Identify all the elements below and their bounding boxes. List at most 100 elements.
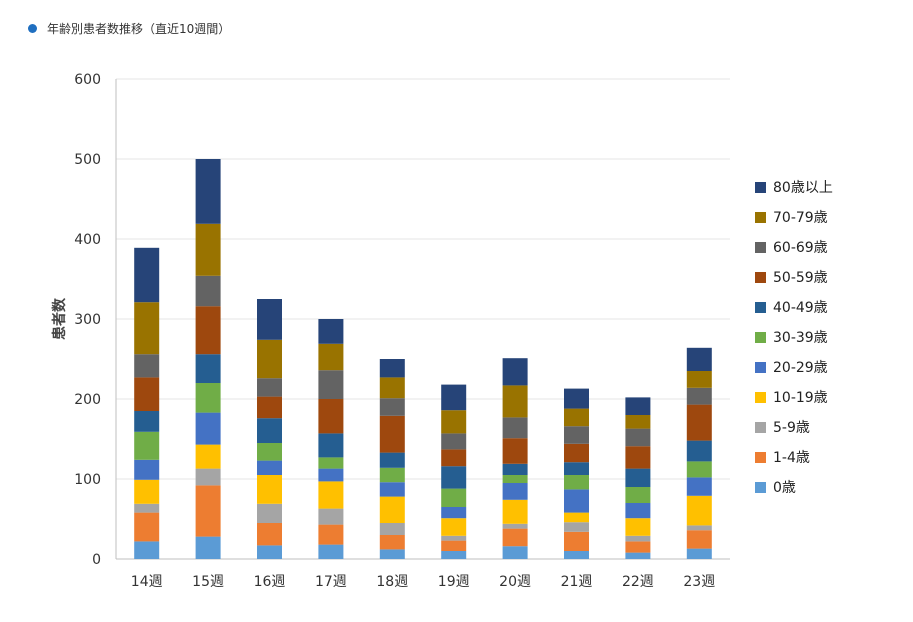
legend-swatch bbox=[755, 241, 766, 253]
bar-segment bbox=[502, 528, 528, 547]
bar-segment bbox=[379, 415, 405, 453]
bar-segment bbox=[564, 475, 589, 490]
bar-segment bbox=[686, 525, 712, 531]
x-tick-label: 17週 bbox=[315, 574, 347, 590]
y-tick-label: 200 bbox=[74, 392, 101, 408]
bar-segment bbox=[257, 443, 282, 461]
bar-segment bbox=[441, 518, 467, 536]
legend-label: 30-39歳 bbox=[773, 330, 828, 346]
bar-segment bbox=[195, 306, 221, 355]
bar-segment bbox=[625, 541, 651, 553]
y-tick-label: 500 bbox=[74, 152, 101, 168]
legend-label: 50-59歳 bbox=[773, 270, 828, 286]
bar-segment bbox=[625, 552, 651, 559]
bar-segment bbox=[318, 544, 344, 559]
bar-segment bbox=[441, 466, 467, 489]
bar-segment bbox=[502, 523, 528, 529]
x-tick-label: 21週 bbox=[561, 574, 593, 590]
legend-swatch bbox=[755, 181, 766, 193]
bar-segment bbox=[379, 359, 405, 378]
legend-swatch bbox=[755, 421, 766, 433]
x-tick-label: 20週 bbox=[499, 574, 531, 590]
bar-segment bbox=[686, 548, 712, 559]
bar-segment bbox=[564, 408, 589, 427]
legend-item: 80歳以上 bbox=[755, 172, 833, 202]
bar-segment bbox=[257, 475, 282, 504]
bar-segment bbox=[564, 388, 589, 409]
bar-segment bbox=[564, 522, 589, 532]
bar-segment bbox=[502, 463, 528, 475]
bar-segment bbox=[441, 507, 467, 519]
y-tick-label: 100 bbox=[74, 472, 101, 488]
bar-segment bbox=[441, 449, 467, 467]
bar-segment bbox=[564, 489, 589, 513]
bar-segment bbox=[257, 523, 282, 546]
bar-segment bbox=[502, 483, 528, 500]
y-axis-label: 患者数 bbox=[51, 297, 68, 340]
bar-segment bbox=[134, 354, 160, 378]
bar-segment bbox=[318, 370, 344, 399]
legend-label: 40-49歳 bbox=[773, 300, 828, 316]
bar-segment bbox=[686, 371, 712, 388]
bar-segment bbox=[502, 417, 528, 439]
bar-segment bbox=[318, 433, 344, 458]
bar-segment bbox=[502, 385, 528, 418]
y-tick-label: 0 bbox=[92, 552, 101, 568]
bar-segment bbox=[686, 461, 712, 478]
legend-swatch bbox=[755, 391, 766, 403]
chart-title: 年齢別患者数推移（直近10週間） bbox=[47, 22, 231, 36]
legend-label: 0歳 bbox=[773, 480, 796, 496]
bar-segment bbox=[257, 545, 282, 559]
bar-segment bbox=[379, 496, 405, 523]
bar-segment bbox=[134, 503, 160, 513]
bar-segment bbox=[686, 495, 712, 526]
bar-segment bbox=[195, 444, 221, 469]
bar-segment bbox=[195, 275, 221, 307]
bar-segment bbox=[625, 487, 651, 503]
bar-segment bbox=[195, 536, 221, 559]
bar-segment bbox=[625, 428, 651, 447]
bar-segment bbox=[379, 549, 405, 559]
bar-segment bbox=[441, 535, 467, 541]
legend-label: 5-9歳 bbox=[773, 420, 810, 436]
bar-segment bbox=[379, 523, 405, 535]
bar-segment bbox=[379, 398, 405, 416]
bar-segment bbox=[195, 223, 221, 276]
legend-item: 60-69歳 bbox=[755, 232, 833, 262]
legend-label: 70-79歳 bbox=[773, 210, 828, 226]
bar-segment bbox=[379, 467, 405, 483]
title-bullet-icon bbox=[28, 24, 37, 33]
x-tick-label: 22週 bbox=[622, 574, 654, 590]
bar-segment bbox=[564, 531, 589, 551]
bar-segment bbox=[318, 468, 344, 482]
bar-segment bbox=[134, 411, 160, 432]
x-tick-label: 18週 bbox=[376, 574, 408, 590]
legend-item: 1-4歳 bbox=[755, 442, 833, 472]
legend-swatch bbox=[755, 271, 766, 283]
bar-segment bbox=[318, 457, 344, 469]
bar-segment bbox=[134, 377, 160, 411]
bar-segment bbox=[625, 535, 651, 542]
bar-segment bbox=[625, 446, 651, 469]
bar-segment bbox=[564, 462, 589, 475]
bar-segment bbox=[502, 358, 528, 386]
bar-segment bbox=[318, 319, 344, 344]
bar-segment bbox=[195, 383, 221, 413]
bar-segment bbox=[195, 412, 221, 445]
bar-segment bbox=[134, 247, 160, 303]
bar-segment bbox=[502, 546, 528, 559]
legend-label: 60-69歳 bbox=[773, 240, 828, 256]
legend-swatch bbox=[755, 301, 766, 313]
bar-segment bbox=[379, 377, 405, 399]
x-tick-label: 23週 bbox=[683, 574, 715, 590]
bar-segment bbox=[318, 508, 344, 525]
bar-segment bbox=[195, 159, 221, 224]
legend-swatch bbox=[755, 361, 766, 373]
chart-legend: 80歳以上 70-79歳 60-69歳 50-59歳 40-49歳 30-39歳 20-29… bbox=[755, 172, 833, 502]
bar-segment bbox=[441, 410, 467, 434]
legend-swatch bbox=[755, 481, 766, 493]
bar-segment bbox=[134, 512, 160, 542]
bar-segment bbox=[625, 468, 651, 487]
y-tick-label: 300 bbox=[74, 312, 101, 328]
bar-segment bbox=[502, 475, 528, 483]
